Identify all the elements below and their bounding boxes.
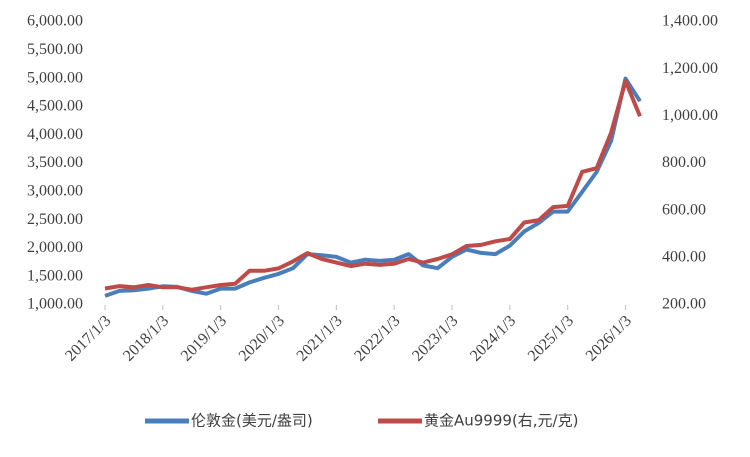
- x-tick-label: 2017/1/3: [62, 312, 114, 364]
- y2-tick-label: 1,200.00: [662, 60, 718, 77]
- y-tick-label: 6,000.00: [27, 13, 83, 30]
- y2-tick-label: 1,000.00: [662, 107, 718, 124]
- y-tick-label: 5,500.00: [27, 41, 83, 58]
- x-tick-label: 2025/1/3: [525, 312, 577, 364]
- y2-tick-label: 800.00: [662, 154, 706, 171]
- x-tick-label: 2021/1/3: [294, 312, 346, 364]
- y-tick-label: 3,500.00: [27, 154, 83, 171]
- y-tick-label: 5,000.00: [27, 69, 83, 86]
- y-tick-label: 3,000.00: [27, 182, 83, 199]
- legend-label: 黄金Au9999(右,元/克): [424, 412, 578, 430]
- x-tick-label: 2024/1/3: [467, 312, 519, 364]
- legend-label: 伦敦金(美元/盎司): [191, 412, 313, 430]
- y-tick-label: 4,000.00: [27, 126, 83, 143]
- x-tick-label: 2018/1/3: [120, 312, 172, 364]
- y-tick-label: 2,500.00: [27, 211, 83, 228]
- y-tick-label: 4,500.00: [27, 98, 83, 115]
- y-tick-label: 1,500.00: [27, 267, 83, 284]
- y-tick-label: 1,000.00: [27, 296, 83, 313]
- x-tick-label: 2020/1/3: [236, 312, 288, 364]
- series-line: [104, 76, 642, 298]
- x-tick-label: 2019/1/3: [178, 312, 230, 364]
- y-tick-label: 2,000.00: [27, 239, 83, 256]
- x-tick-label: 2022/1/3: [351, 312, 403, 364]
- y2-tick-label: 600.00: [662, 201, 706, 218]
- x-tick-label: 2026/1/3: [583, 312, 635, 364]
- x-tick-label: 2023/1/3: [409, 312, 461, 364]
- y2-tick-label: 200.00: [662, 296, 706, 313]
- series-line: [104, 79, 642, 292]
- y2-tick-label: 1,400.00: [662, 13, 718, 30]
- y2-tick-label: 400.00: [662, 249, 706, 266]
